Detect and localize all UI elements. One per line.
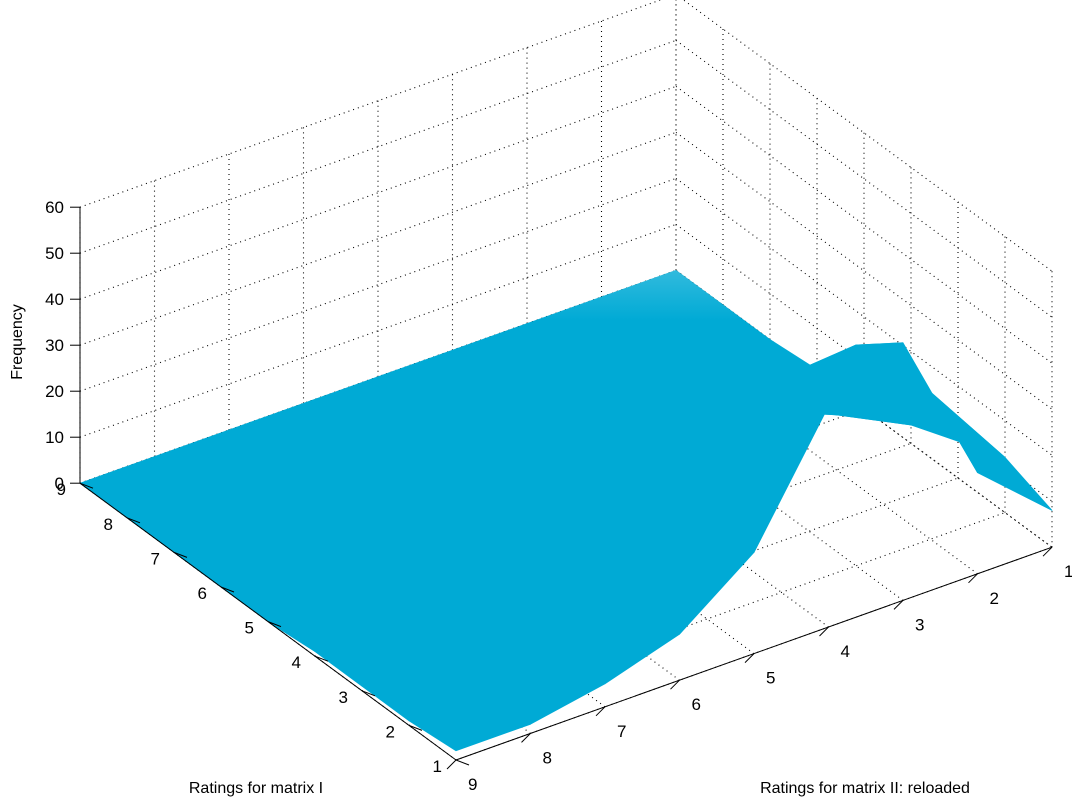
x-axis-tick [455,759,470,766]
z-tick-label: 0 [55,474,64,493]
y-tick-label: 2 [990,589,999,608]
y-axis-tick [819,626,829,637]
y-axis-tick [968,573,978,584]
x-tick-label: 2 [386,722,395,741]
surface-patch [408,693,531,752]
x-tick-label: 8 [104,515,113,534]
y-axis-tick [446,759,457,770]
y-tick-label: 9 [468,775,477,794]
y-tick-label: 6 [692,695,701,714]
y-tick-label: 3 [915,615,924,634]
z-tick-label: 10 [45,428,64,447]
grid-line-side-wall-z [682,0,1053,272]
y-axis-tick [521,733,531,743]
y-axis-tick [893,600,904,610]
x-axis-tick [314,655,329,662]
grid-line-back-wall-z [79,223,677,438]
y-tick-label: 1 [1064,562,1072,581]
x-axis-tick [126,517,141,524]
x-tick-label: 6 [198,584,207,603]
y-tick-label: 5 [766,669,775,688]
y-tick-label: 7 [617,722,626,741]
y-axis-tick [1042,546,1053,557]
x-tick-label: 4 [292,653,301,672]
z-tick-label: 30 [45,336,64,355]
grid-line-side-wall-z [675,39,1053,318]
z-tick-label: 40 [45,290,64,309]
x-axis-tick [79,482,94,489]
z-axis-title: Frequency [9,304,26,380]
surface-patch [930,391,1053,511]
z-tick-label: 50 [45,244,64,263]
x-axis-tick [173,551,188,558]
y-tick-label: 8 [543,748,552,767]
grid-line-back-wall-z [79,85,677,300]
x-tick-label: 7 [151,549,160,568]
x-axis-tick [267,621,282,628]
x-tick-label: 3 [339,688,348,707]
x-tick-label: 5 [245,619,254,638]
y-axis-title: Ratings for matrix II: reloaded [760,780,970,797]
grid-line-back-wall-z [79,177,677,392]
grid-line-back-wall-z [79,39,677,254]
x-axis-tick [220,586,235,593]
surface-layer [79,269,1053,752]
y-axis-tick [595,706,606,717]
grid-line-back-wall-z [79,131,677,346]
x-axis-title: Ratings for matrix I [189,780,323,797]
x-axis-tick [408,724,423,731]
z-tick-label: 20 [45,382,64,401]
grid-line-back-wall-z [79,0,662,208]
x-tick-label: 9 [57,480,66,499]
x-axis-tick [361,690,376,697]
y-axis-tick [670,679,680,690]
x-tick-label: 1 [433,757,442,776]
y-axis-tick [744,653,755,663]
y-tick-label: 4 [841,642,850,661]
z-tick-label: 60 [45,198,64,217]
